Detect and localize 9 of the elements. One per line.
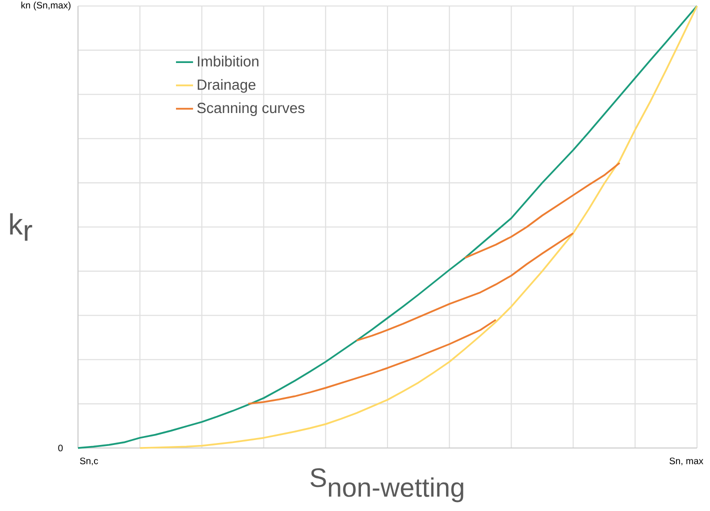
legend-label: Scanning curves bbox=[197, 102, 304, 116]
text: 0 bbox=[58, 444, 63, 452]
text: Sn,c bbox=[80, 458, 98, 466]
x-axis-title: $\textrm{S}_{\textrm{non-wetting}}$ bbox=[310, 468, 464, 502]
legend-label: Imbibition bbox=[198, 56, 258, 67]
text: kn (Sn,max) bbox=[21, 2, 70, 10]
text: Sn, max bbox=[670, 458, 704, 466]
y-axis-title: $\textrm{k}_{\textrm{r}}$ bbox=[10, 213, 32, 241]
legend-label: Drainage bbox=[198, 79, 256, 93]
